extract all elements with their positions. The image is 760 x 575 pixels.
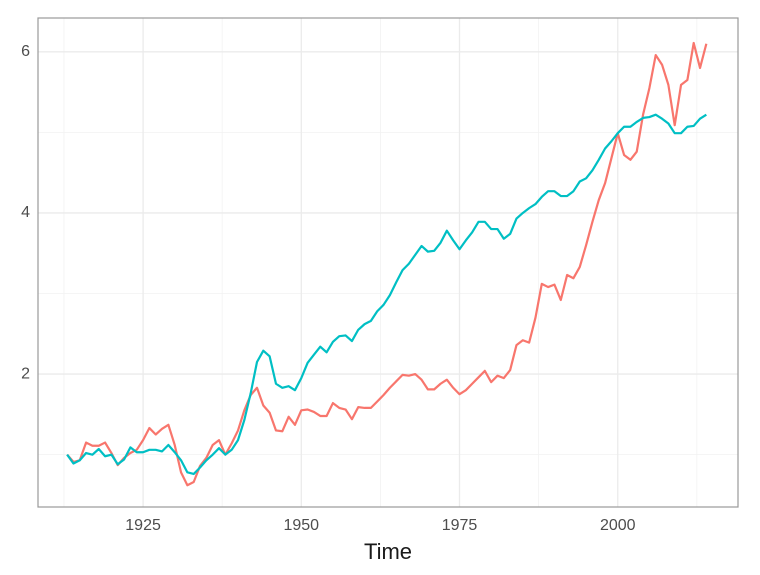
series-line <box>66 113 707 476</box>
x-tick-label: 1950 <box>283 517 319 534</box>
x-tick-label: 1925 <box>125 517 161 534</box>
y-tick-label: 2 <box>21 365 30 382</box>
x-tick-label: 2000 <box>600 517 636 534</box>
series-line <box>66 41 708 487</box>
y-tick-label: 6 <box>21 43 30 60</box>
x-tick-label: 1975 <box>442 517 478 534</box>
panel-border <box>37 17 739 508</box>
x-axis-label: Time <box>364 539 412 564</box>
y-tick-label: 4 <box>21 204 30 221</box>
